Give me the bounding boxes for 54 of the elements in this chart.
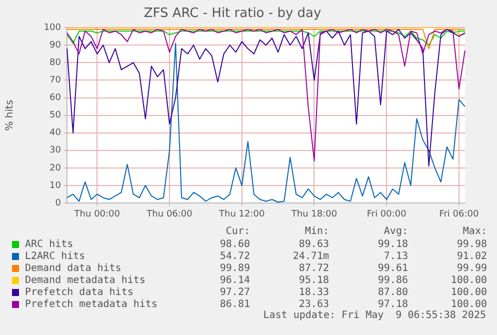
y-tick-label: 80 bbox=[50, 58, 62, 68]
legend-label: Prefetch metadata hits bbox=[25, 298, 158, 310]
text: 18.33 bbox=[298, 286, 329, 298]
y-tick-label: 30 bbox=[50, 146, 62, 156]
legend-label: Prefetch data hits bbox=[25, 286, 134, 298]
text: Cur: bbox=[224, 226, 250, 238]
y-tick-label: 40 bbox=[50, 128, 62, 138]
y-tick-label: 0 bbox=[55, 198, 62, 208]
y-axis-title: % hits bbox=[4, 100, 16, 131]
text: 23.63 bbox=[298, 298, 329, 310]
legend-label: L2ARC hits bbox=[25, 250, 86, 262]
text: 87.72 bbox=[298, 262, 329, 274]
text: 100.00 bbox=[450, 286, 487, 298]
x-tick-label: Thu 12:00 bbox=[218, 210, 266, 220]
x-tick-label: Thu 06:00 bbox=[146, 210, 193, 220]
text: Last update: Fri May 9 06:55:38 2025 bbox=[262, 310, 486, 322]
chart-title: ZFS ARC - Hit ratio - by day bbox=[144, 6, 322, 22]
text: Avg: bbox=[382, 226, 408, 238]
text: Max: bbox=[462, 226, 487, 238]
text: 89.63 bbox=[298, 238, 329, 250]
y-tick-label: 10 bbox=[50, 180, 62, 191]
y-tick-label: 60 bbox=[50, 93, 62, 104]
text: 98.60 bbox=[218, 238, 250, 250]
text: 54.72 bbox=[218, 250, 250, 262]
text: 99.99 bbox=[456, 262, 487, 274]
text: 7.13 bbox=[382, 250, 408, 262]
x-tick-label: Fri 06:00 bbox=[439, 210, 479, 220]
text: 87.80 bbox=[376, 286, 408, 298]
text: Min: bbox=[304, 226, 329, 238]
legend-label: Demand data hits bbox=[25, 262, 122, 274]
text: 97.27 bbox=[218, 286, 250, 298]
y-tick-label: 70 bbox=[50, 76, 62, 86]
y-tick-label: 90 bbox=[50, 40, 62, 50]
text: 100.00 bbox=[450, 274, 487, 286]
text: 91.02 bbox=[456, 250, 487, 262]
text: 97.18 bbox=[376, 298, 408, 310]
text: 99.98 bbox=[456, 238, 487, 250]
x-tick-label: Thu 18:00 bbox=[290, 210, 338, 220]
text: 100.00 bbox=[450, 298, 487, 310]
text: 99.89 bbox=[218, 262, 250, 274]
text: 99.18 bbox=[376, 238, 408, 250]
text: 95.18 bbox=[298, 274, 329, 286]
text: 99.86 bbox=[376, 274, 408, 286]
text: 86.81 bbox=[218, 298, 250, 310]
y-tick-label: 50 bbox=[50, 110, 62, 121]
x-tick-label: Fri 00:00 bbox=[366, 210, 407, 220]
text: 99.61 bbox=[376, 262, 408, 274]
text: 24.71m bbox=[292, 250, 329, 262]
text: 96.14 bbox=[218, 274, 250, 286]
y-tick-label: 100 bbox=[44, 22, 62, 33]
legend-label: ARC hits bbox=[25, 238, 74, 250]
legend-label: Demand metadata hits bbox=[25, 274, 146, 286]
y-tick-label: 20 bbox=[50, 163, 62, 174]
x-tick-label: Thu 00:00 bbox=[73, 210, 120, 220]
